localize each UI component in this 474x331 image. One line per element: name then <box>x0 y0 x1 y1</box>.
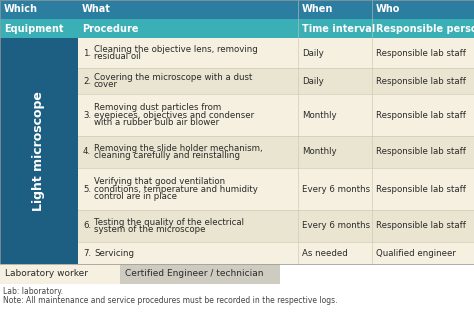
Bar <box>120 264 280 284</box>
Text: Responsible lab staff: Responsible lab staff <box>376 49 466 58</box>
Bar <box>372 136 474 168</box>
Bar <box>0 0 78 19</box>
Text: conditions, temperature and humidity: conditions, temperature and humidity <box>94 184 258 194</box>
Text: Which: Which <box>4 5 38 15</box>
Bar <box>78 210 298 242</box>
Text: Certified Engineer / technician: Certified Engineer / technician <box>125 269 264 278</box>
Bar <box>298 19 372 38</box>
Text: Monthly: Monthly <box>302 111 337 119</box>
Bar <box>298 94 372 136</box>
Text: Responsible person: Responsible person <box>376 24 474 33</box>
Text: Note: All maintenance and service procedures must be recorded in the respective : Note: All maintenance and service proced… <box>3 296 337 305</box>
Bar <box>372 168 474 210</box>
Text: Every 6 months: Every 6 months <box>302 221 370 230</box>
Bar <box>298 168 372 210</box>
Bar <box>78 68 298 94</box>
Text: Procedure: Procedure <box>82 24 138 33</box>
Bar <box>372 210 474 242</box>
Bar <box>372 38 474 68</box>
Text: with a rubber bulb air blower: with a rubber bulb air blower <box>94 118 219 127</box>
Text: Lab: laboratory.: Lab: laboratory. <box>3 287 63 296</box>
Bar <box>298 210 372 242</box>
Text: Cleaning the objective lens, removing: Cleaning the objective lens, removing <box>94 45 258 54</box>
Text: 3.: 3. <box>83 111 91 119</box>
Text: Verifying that good ventilation: Verifying that good ventilation <box>94 177 225 186</box>
Text: 6.: 6. <box>83 221 91 230</box>
Text: Testing the quality of the electrical: Testing the quality of the electrical <box>94 218 244 227</box>
Bar <box>0 0 474 264</box>
Text: Removing the slide holder mechanism,: Removing the slide holder mechanism, <box>94 144 263 153</box>
Text: eyepieces, objectives and condenser: eyepieces, objectives and condenser <box>94 111 254 119</box>
Bar <box>298 242 372 264</box>
Bar <box>78 136 298 168</box>
Text: Responsible lab staff: Responsible lab staff <box>376 221 466 230</box>
Bar <box>78 19 298 38</box>
Bar <box>0 38 78 264</box>
Bar <box>298 0 372 19</box>
Text: 2.: 2. <box>83 76 91 85</box>
Text: Who: Who <box>376 5 401 15</box>
Text: Every 6 months: Every 6 months <box>302 184 370 194</box>
Text: 7.: 7. <box>83 249 91 258</box>
Bar <box>372 242 474 264</box>
Text: control are in place: control are in place <box>94 192 177 201</box>
Text: Laboratory worker: Laboratory worker <box>5 269 88 278</box>
Bar <box>372 0 474 19</box>
Text: residual oil: residual oil <box>94 52 141 61</box>
Text: Responsible lab staff: Responsible lab staff <box>376 148 466 157</box>
Bar <box>78 168 298 210</box>
Text: 1.: 1. <box>83 49 91 58</box>
Text: Daily: Daily <box>302 76 324 85</box>
Bar <box>78 38 298 68</box>
Bar <box>78 242 298 264</box>
Text: When: When <box>302 5 333 15</box>
Text: As needed: As needed <box>302 249 348 258</box>
Text: 5.: 5. <box>83 184 91 194</box>
Text: Time interval: Time interval <box>302 24 375 33</box>
Text: Light microscope: Light microscope <box>33 91 46 211</box>
Bar <box>372 94 474 136</box>
Text: Removing dust particles from: Removing dust particles from <box>94 103 221 112</box>
Bar <box>372 68 474 94</box>
Bar <box>372 19 474 38</box>
Text: Covering the microscope with a dust: Covering the microscope with a dust <box>94 73 252 82</box>
Bar <box>78 0 298 19</box>
Text: Servicing: Servicing <box>94 249 134 258</box>
Text: Qualified engineer: Qualified engineer <box>376 249 456 258</box>
Text: Responsible lab staff: Responsible lab staff <box>376 111 466 119</box>
Bar <box>298 38 372 68</box>
Text: Equipment: Equipment <box>4 24 64 33</box>
Bar <box>298 136 372 168</box>
Text: Daily: Daily <box>302 49 324 58</box>
Bar <box>298 68 372 94</box>
Bar <box>0 19 78 38</box>
Bar <box>78 94 298 136</box>
Text: Monthly: Monthly <box>302 148 337 157</box>
Bar <box>0 264 120 284</box>
Text: Responsible lab staff: Responsible lab staff <box>376 184 466 194</box>
Text: Responsible lab staff: Responsible lab staff <box>376 76 466 85</box>
Text: 4.: 4. <box>83 148 91 157</box>
Text: cover: cover <box>94 80 118 89</box>
Text: system of the microscope: system of the microscope <box>94 225 206 234</box>
Text: cleaning carefully and reinstalling: cleaning carefully and reinstalling <box>94 151 240 160</box>
Text: What: What <box>82 5 111 15</box>
